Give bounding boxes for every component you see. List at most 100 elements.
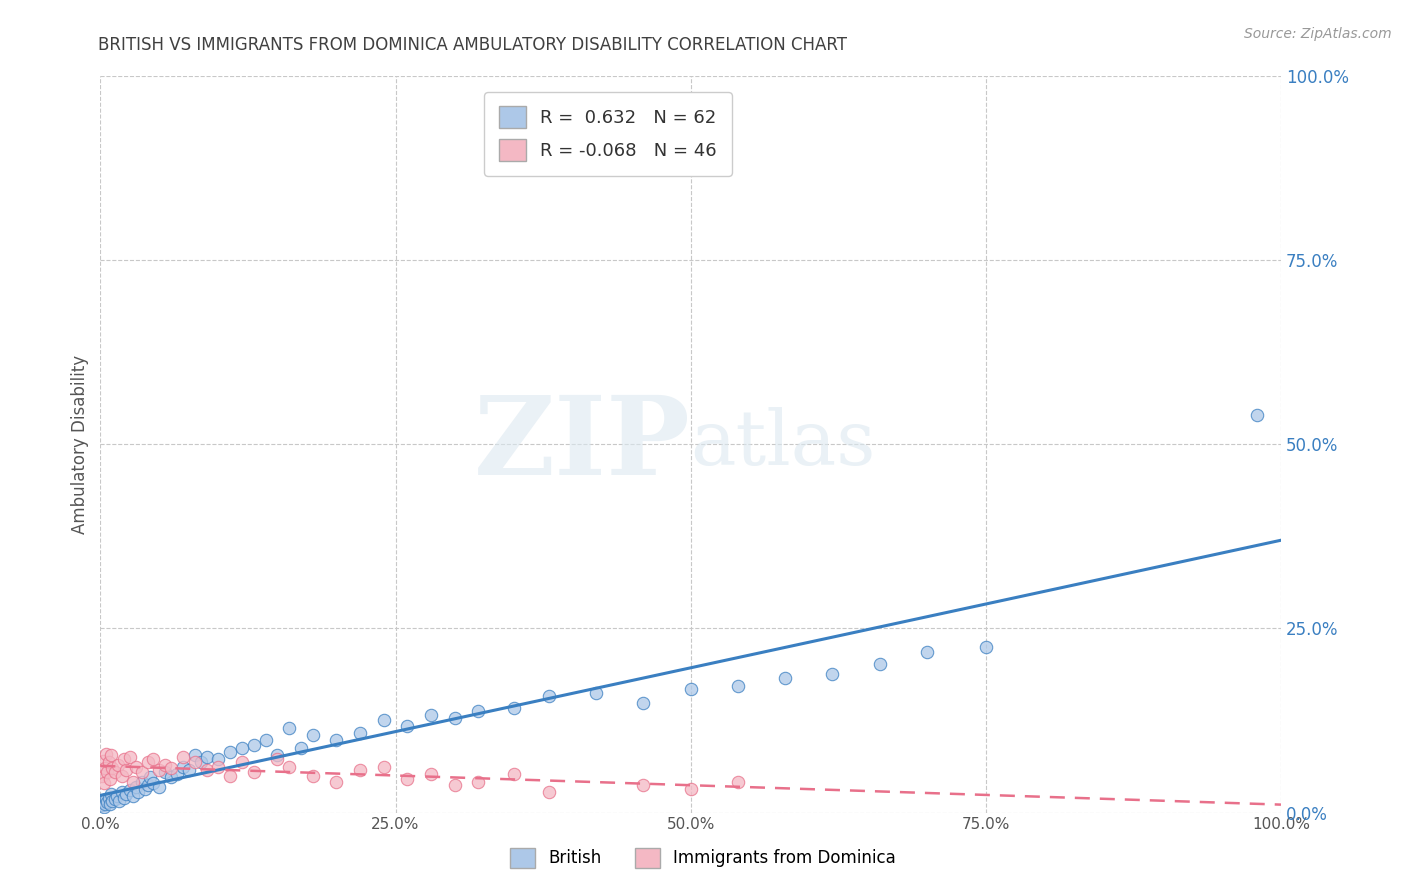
Point — [177, 763, 200, 777]
Point — [219, 769, 242, 783]
Point — [96, 747, 118, 761]
Point — [122, 774, 145, 789]
Point — [118, 750, 141, 764]
Point — [195, 763, 218, 777]
Point — [219, 745, 242, 759]
Point — [349, 763, 371, 777]
Point — [98, 772, 121, 787]
Point — [160, 770, 183, 784]
Point — [148, 763, 170, 777]
Point — [112, 790, 135, 805]
Point — [266, 747, 288, 762]
Point — [679, 781, 702, 796]
Point — [419, 767, 441, 781]
Point — [502, 767, 524, 781]
Point — [115, 787, 138, 801]
Point — [537, 785, 560, 799]
Point — [148, 780, 170, 794]
Text: ZIP: ZIP — [474, 391, 690, 498]
Y-axis label: Ambulatory Disability: Ambulatory Disability — [72, 354, 89, 533]
Point — [869, 657, 891, 671]
Point — [91, 795, 114, 809]
Point — [974, 640, 997, 654]
Point — [266, 752, 288, 766]
Point — [325, 774, 347, 789]
Point — [467, 774, 489, 789]
Point — [127, 785, 149, 799]
Point — [97, 790, 120, 805]
Point — [136, 756, 159, 770]
Point — [290, 740, 312, 755]
Point — [98, 797, 121, 811]
Point — [443, 711, 465, 725]
Point — [243, 764, 266, 779]
Point — [97, 756, 120, 770]
Point — [396, 772, 419, 787]
Point — [373, 760, 395, 774]
Point — [142, 752, 165, 766]
Point — [373, 714, 395, 728]
Point — [195, 750, 218, 764]
Point — [325, 733, 347, 747]
Point — [231, 740, 253, 755]
Point — [115, 763, 138, 777]
Point — [93, 799, 115, 814]
Point — [443, 778, 465, 792]
Point — [190, 756, 212, 770]
Point — [101, 761, 124, 775]
Point — [537, 689, 560, 703]
Point — [207, 752, 229, 766]
Point — [131, 774, 153, 789]
Point — [101, 795, 124, 809]
Point — [155, 757, 177, 772]
Point — [160, 761, 183, 775]
Point — [93, 776, 115, 790]
Point — [94, 797, 117, 811]
Point — [419, 708, 441, 723]
Text: Source: ZipAtlas.com: Source: ZipAtlas.com — [1244, 27, 1392, 41]
Point — [155, 764, 177, 779]
Point — [585, 686, 607, 700]
Point — [207, 760, 229, 774]
Point — [915, 645, 938, 659]
Point — [96, 764, 118, 779]
Point — [502, 701, 524, 715]
Point — [467, 704, 489, 718]
Point — [96, 792, 118, 806]
Point — [118, 783, 141, 797]
Point — [136, 778, 159, 792]
Point — [103, 792, 125, 806]
Point — [679, 681, 702, 696]
Point — [105, 789, 128, 804]
Point — [107, 757, 129, 772]
Point — [125, 760, 148, 774]
Point — [142, 776, 165, 790]
Point — [278, 721, 301, 735]
Point — [131, 764, 153, 779]
Point — [139, 770, 162, 784]
Point — [172, 750, 194, 764]
Point — [94, 761, 117, 775]
Point — [108, 794, 131, 808]
Point — [172, 760, 194, 774]
Point — [633, 697, 655, 711]
Point — [349, 726, 371, 740]
Point — [278, 760, 301, 774]
Point — [110, 785, 132, 799]
Point — [90, 798, 112, 813]
Point — [112, 752, 135, 766]
Point — [773, 672, 796, 686]
Point — [134, 781, 156, 796]
Point — [243, 738, 266, 752]
Point — [1246, 408, 1268, 422]
Point — [231, 756, 253, 770]
Point — [103, 764, 125, 779]
Point — [110, 769, 132, 783]
Point — [166, 767, 188, 781]
Point — [727, 774, 749, 789]
Point — [821, 667, 844, 681]
Point — [184, 756, 207, 770]
Point — [302, 728, 325, 742]
Text: BRITISH VS IMMIGRANTS FROM DOMINICA AMBULATORY DISABILITY CORRELATION CHART: BRITISH VS IMMIGRANTS FROM DOMINICA AMBU… — [98, 36, 848, 54]
Point — [727, 679, 749, 693]
